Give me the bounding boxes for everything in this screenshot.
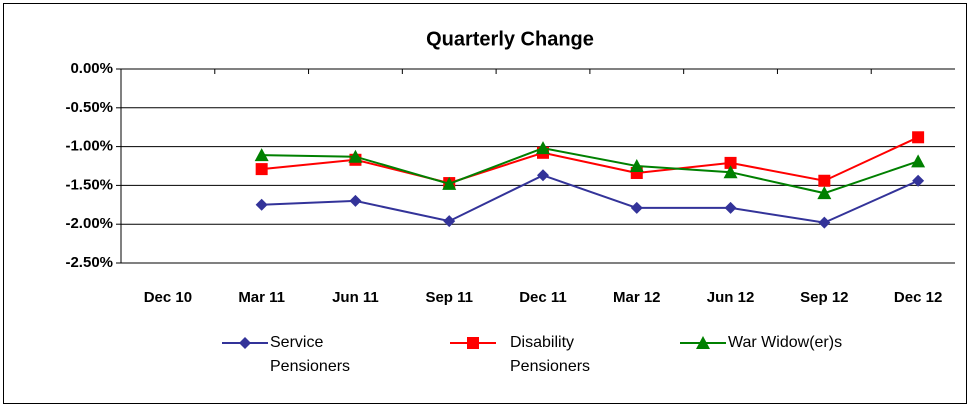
marker xyxy=(696,336,710,349)
marker xyxy=(443,215,456,228)
x-tick-label: Sep 11 xyxy=(425,289,473,306)
marker xyxy=(912,131,925,144)
marker xyxy=(912,174,925,187)
x-tick-label: Dec 11 xyxy=(519,289,567,306)
legend-label: War Widow(er)s xyxy=(728,334,843,351)
marker xyxy=(818,174,831,187)
series-line xyxy=(261,147,919,195)
y-tick-label: -2.00% xyxy=(65,215,113,232)
marker xyxy=(442,176,457,190)
x-tick-label: Dec 12 xyxy=(894,289,942,306)
marker xyxy=(239,337,251,349)
y-tick-label: 0.00% xyxy=(70,60,113,77)
marker xyxy=(629,159,644,172)
y-tick-label: -0.50% xyxy=(65,99,113,116)
legend-swatch xyxy=(680,336,726,349)
x-tick-label: Jun 11 xyxy=(332,289,379,306)
series-line xyxy=(261,136,919,185)
legend-swatch xyxy=(450,337,496,349)
x-tick-label: Jun 12 xyxy=(707,289,755,306)
y-tick-label: -1.00% xyxy=(65,138,113,155)
x-tick-label: Mar 11 xyxy=(238,289,285,306)
legend-item: War Widow(er)s xyxy=(680,331,888,355)
marker xyxy=(537,169,549,182)
legend-label: Disability Pensioners xyxy=(510,334,591,375)
marker xyxy=(724,201,737,214)
x-tick-label: Mar 12 xyxy=(613,289,661,306)
marker xyxy=(911,154,926,168)
legend-label: Service Pensioners xyxy=(270,334,351,375)
marker xyxy=(467,337,479,349)
marker xyxy=(817,186,832,200)
legend-item: Disability Pensioners xyxy=(450,331,620,379)
legend-item: Service Pensioners xyxy=(222,331,380,379)
chart-title: Quarterly Change xyxy=(426,28,594,50)
marker xyxy=(348,149,363,163)
series-line xyxy=(261,174,919,224)
marker xyxy=(349,194,362,207)
marker xyxy=(254,148,269,162)
x-tick-label: Sep 12 xyxy=(800,289,848,306)
marker xyxy=(536,141,550,155)
marker xyxy=(818,216,831,229)
y-tick-label: -1.50% xyxy=(65,176,113,193)
marker xyxy=(255,163,268,176)
legend-swatch xyxy=(222,337,268,349)
marker xyxy=(724,156,737,169)
marker xyxy=(723,165,738,179)
x-tick-label: Dec 10 xyxy=(144,289,192,306)
marker xyxy=(255,198,268,211)
marker xyxy=(630,201,643,214)
y-tick-label: -2.50% xyxy=(65,254,113,271)
